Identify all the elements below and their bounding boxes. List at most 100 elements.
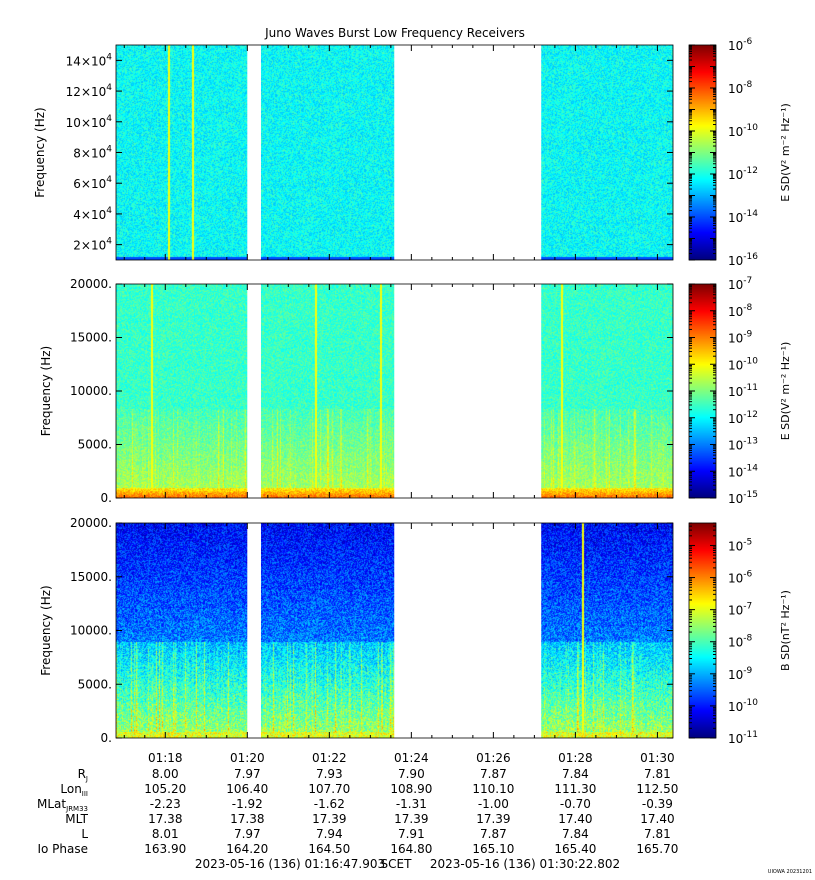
y-tick-base: 6×10: [73, 177, 106, 191]
data-gap: [394, 523, 542, 738]
colorbar-tick-base: 10: [728, 732, 743, 746]
ephemeris-row-label: LonIII: [60, 782, 88, 798]
ephemeris-row-label: MLatJRM33: [37, 797, 88, 813]
ephemeris-label-text: MLT: [65, 812, 88, 826]
ephemeris-label-text: L: [81, 827, 88, 841]
data-gap: [394, 284, 542, 498]
colorbar-tick-exponent: -13: [743, 437, 758, 447]
time-tick-label: 01:30: [640, 751, 675, 765]
ephemeris-row-label: RJ: [78, 767, 88, 783]
colorbar-tick-label: 10-8: [728, 634, 753, 650]
colorbar-tick-label: 10-10: [728, 698, 758, 714]
y-tick-label: 4×104: [73, 206, 112, 222]
ephemeris-value: 107.70: [308, 782, 350, 796]
data-gap: [394, 45, 542, 260]
colorbar-tick-label: 10-12: [728, 410, 758, 426]
colorbar-tick-exponent: -10: [743, 698, 758, 708]
ephemeris-value: 111.30: [554, 782, 596, 796]
ephemeris-value: 7.97: [234, 827, 261, 841]
ephemeris-value: 7.94: [316, 827, 343, 841]
spectrogram-panels: 2×1044×1046×1048×10410×10412×10414×104Fr…: [33, 37, 792, 746]
ephemeris-row-label: L: [81, 827, 88, 841]
ephemeris-value: 17.40: [640, 812, 674, 826]
colorbar-tick-exponent: -10: [743, 123, 758, 133]
y-tick-exponent: 4: [106, 52, 112, 62]
data-gap: [247, 523, 261, 738]
ephemeris-value: 7.84: [562, 767, 589, 781]
colorbar-tick-label: 10-6: [728, 37, 753, 53]
y-tick-label: 15000.: [70, 331, 112, 345]
ephemeris-value: 7.97: [234, 767, 261, 781]
watermark: UIOWA 20231201: [768, 869, 812, 875]
ephemeris-value: 7.87: [480, 827, 507, 841]
colorbar-tick-base: 10: [728, 700, 743, 714]
y-tick-label: 5000.: [78, 438, 112, 452]
colorbar-tick-label: 10-7: [728, 276, 752, 292]
colorbar-tick-base: 10: [728, 278, 743, 292]
colorbar-tick-base: 10: [728, 332, 743, 346]
y-tick-label: 5000.: [78, 677, 112, 691]
ephemeris-value: 165.10: [472, 842, 514, 856]
colorbar-tick-base: 10: [728, 305, 743, 319]
spectrogram-panel-2: 0. 5000. 10000. 15000. 20000. Frequency (Hz) 1…: [39, 276, 792, 506]
ephemeris-value: 163.90: [144, 842, 186, 856]
colorbar-tick-exponent: -14: [743, 463, 758, 473]
colorbar-tick-exponent: -7: [743, 276, 752, 286]
ephemeris-value: 17.39: [394, 812, 428, 826]
colorbar-tick-exponent: -6: [743, 570, 752, 580]
y-tick-label: 0.: [101, 731, 112, 745]
y-tick-label: 10×104: [66, 114, 113, 130]
ephemeris-label-text: R: [78, 767, 86, 781]
colorbar-tick-base: 10: [728, 439, 743, 453]
colorbar-tick-label: 10-10: [728, 356, 758, 372]
colorbar-tick-label: 10-8: [728, 80, 753, 96]
ephemeris-value: 110.10: [472, 782, 514, 796]
ephemeris-value: 164.20: [226, 842, 268, 856]
ephemeris-value: -2.23: [150, 797, 181, 811]
y-axis-label: Frequency (Hz): [39, 346, 53, 437]
colorbar-tick-label: 10-11: [728, 383, 758, 399]
time-range-end: 2023-05-16 (136) 01:30:22.802: [430, 857, 620, 871]
ephemeris-value: 165.70: [636, 842, 678, 856]
time-range-label: SCET: [381, 857, 413, 871]
y-tick-exponent: 4: [106, 206, 112, 216]
ephemeris-value: 108.90: [390, 782, 432, 796]
colorbar-tick-base: 10: [728, 412, 743, 426]
colorbar-tick-label: 10-6: [728, 570, 753, 586]
ephemeris-value: 7.84: [562, 827, 589, 841]
colorbar-tick-label: 10-14: [728, 209, 758, 225]
colorbar-tick-exponent: -8: [743, 80, 752, 90]
time-tick-label: 01:28: [558, 751, 593, 765]
colorbar-tick-exponent: -9: [743, 666, 752, 676]
ephemeris-label-text: Lon: [60, 782, 81, 796]
colorbar-tick-base: 10: [728, 636, 743, 650]
ephemeris-value: 7.87: [480, 767, 507, 781]
ephemeris-value: 165.40: [554, 842, 596, 856]
ephemeris-value: 7.81: [644, 767, 671, 781]
y-tick-label: 10000.: [70, 624, 112, 638]
colorbar-tick-label: 10-15: [728, 490, 758, 506]
ephemeris-value: 8.01: [152, 827, 179, 841]
ephemeris-label-text: MLat: [37, 797, 66, 811]
colorbar-tick-label: 10-13: [728, 437, 758, 453]
colorbar-tick-label: 10-8: [728, 303, 753, 319]
ephemeris-value: -0.39: [642, 797, 673, 811]
ephemeris-value: 17.38: [148, 812, 182, 826]
ephemeris-value: 106.40: [226, 782, 268, 796]
colorbar-tick-base: 10: [728, 39, 743, 53]
ephemeris-value: 17.39: [312, 812, 346, 826]
colorbar-tick-base: 10: [728, 492, 743, 506]
y-tick-label: 20000.: [70, 277, 112, 291]
ephemeris-label-subscript: J: [85, 775, 88, 783]
ephemeris-label-text: Io Phase: [37, 842, 88, 856]
y-tick-base: 4×10: [73, 208, 106, 222]
ephemeris-value: 164.80: [390, 842, 432, 856]
ephemeris-value: -0.70: [560, 797, 591, 811]
ephemeris-label-subscript: III: [82, 790, 88, 798]
colorbar-tick-label: 10-10: [728, 123, 758, 139]
y-tick-label: 10000.: [70, 384, 112, 398]
colorbar-tick-exponent: -12: [743, 166, 758, 176]
ephemeris-value: 17.39: [476, 812, 510, 826]
time-tick-label: 01:26: [476, 751, 511, 765]
